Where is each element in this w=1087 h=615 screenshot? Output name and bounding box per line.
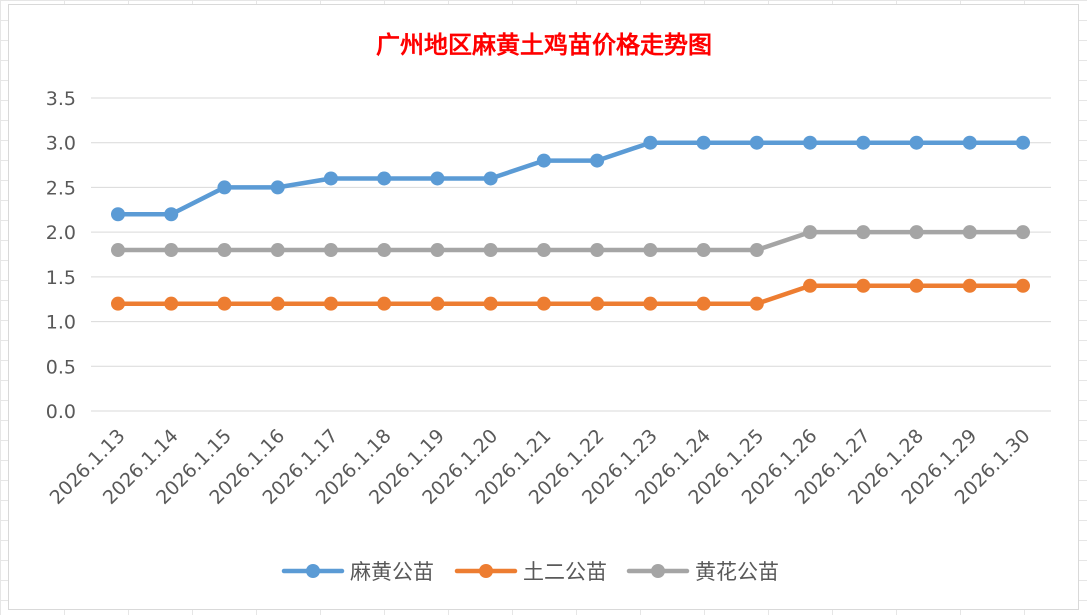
chart-title: 广州地区麻黄土鸡苗价格走势图 xyxy=(376,30,712,59)
series-line xyxy=(115,140,1026,217)
data-point xyxy=(164,207,179,222)
legend-item-2: 土二公苗 xyxy=(454,560,607,584)
data-point xyxy=(536,153,551,168)
data-point xyxy=(483,171,498,186)
data-point xyxy=(696,135,711,150)
data-point xyxy=(749,135,764,150)
data-point xyxy=(270,296,285,311)
legend-label: 土二公苗 xyxy=(523,560,607,584)
data-point xyxy=(377,296,392,311)
data-point xyxy=(590,153,605,168)
data-point xyxy=(483,243,498,258)
series-1 xyxy=(111,135,1030,222)
series-line xyxy=(115,229,1026,253)
data-point xyxy=(1016,278,1030,293)
data-point xyxy=(962,225,977,240)
data-point xyxy=(164,243,179,258)
data-point xyxy=(643,296,658,311)
data-point xyxy=(1016,135,1030,150)
data-point xyxy=(430,243,445,258)
series-line xyxy=(115,283,1026,306)
data-point xyxy=(270,243,285,258)
data-point xyxy=(909,135,924,150)
data-point xyxy=(803,135,818,150)
data-point xyxy=(430,171,445,186)
y-tick-label: 2.0 xyxy=(46,222,76,244)
data-point xyxy=(856,135,871,150)
data-point xyxy=(909,225,924,240)
data-point xyxy=(217,243,232,258)
data-point xyxy=(111,296,125,311)
data-point xyxy=(164,296,179,311)
y-tick-label: 1.0 xyxy=(46,312,76,334)
data-point xyxy=(643,243,658,258)
chart-area[interactable]: 广州地区麻黄土鸡苗价格走势图 0.0 0.5 1.0 1.5 2.0 2.5 3.0 3.5 … xyxy=(8,4,1079,610)
data-point xyxy=(483,296,498,311)
y-tick-label: 3.5 xyxy=(46,88,76,110)
legend-marker xyxy=(651,564,665,578)
data-point xyxy=(803,278,818,293)
data-point xyxy=(909,278,924,293)
data-point xyxy=(749,296,764,311)
data-point xyxy=(856,278,871,293)
data-point xyxy=(430,296,445,311)
data-point xyxy=(217,296,232,311)
x-axis-labels: 2026.1.132026.1.142026.1.152026.1.162026… xyxy=(46,425,1035,509)
legend-item-1: 麻黄公苗 xyxy=(281,560,434,584)
y-tick-label: 0.5 xyxy=(46,356,76,378)
data-point xyxy=(1016,225,1030,240)
data-point xyxy=(377,171,392,186)
data-point xyxy=(323,243,338,258)
data-point xyxy=(377,243,392,258)
data-point xyxy=(643,135,658,150)
line-chart: 广州地区麻黄土鸡苗价格走势图 0.00.51.01.52.02.53.03.5 … xyxy=(46,30,1051,584)
legend-item-3: 黄花公苗 xyxy=(626,560,779,584)
data-point xyxy=(270,180,285,195)
legend-marker xyxy=(479,564,493,578)
legend-label: 麻黄公苗 xyxy=(350,560,434,584)
data-point xyxy=(696,243,711,258)
legend-marker xyxy=(306,564,320,578)
data-point xyxy=(962,278,977,293)
data-point xyxy=(217,180,232,195)
data-point xyxy=(590,296,605,311)
y-tick-label: 1.5 xyxy=(46,267,76,289)
series-3 xyxy=(111,225,1030,258)
y-axis-labels: 0.0 0.5 1.0 1.5 2.0 2.5 3.0 3.5 xyxy=(46,88,76,423)
y-tick-label: 2.5 xyxy=(46,177,76,199)
y-tick-label: 3.0 xyxy=(46,133,76,155)
data-point xyxy=(803,225,818,240)
data-point xyxy=(111,243,125,258)
data-point xyxy=(590,243,605,258)
data-point xyxy=(749,243,764,258)
legend: 麻黄公苗 土二公苗 黄花公苗 xyxy=(281,560,779,584)
y-tick-label: 0.0 xyxy=(46,401,76,423)
legend-label: 黄花公苗 xyxy=(695,560,779,584)
data-point xyxy=(111,207,125,222)
data-point xyxy=(856,225,871,240)
series-lines xyxy=(111,135,1030,311)
data-point xyxy=(536,243,551,258)
data-point xyxy=(323,171,338,186)
data-point xyxy=(696,296,711,311)
series-2 xyxy=(111,278,1030,311)
data-point xyxy=(536,296,551,311)
data-point xyxy=(962,135,977,150)
data-point xyxy=(323,296,338,311)
